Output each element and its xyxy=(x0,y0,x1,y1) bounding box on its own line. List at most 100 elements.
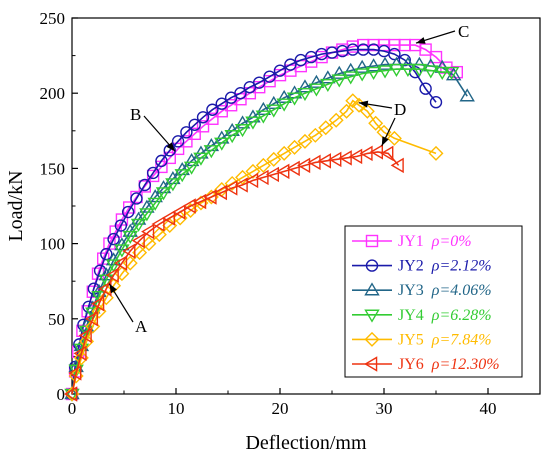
data-point xyxy=(107,232,120,246)
data-point xyxy=(214,137,230,151)
data-point xyxy=(161,210,176,226)
data-point xyxy=(276,89,292,103)
data-point xyxy=(234,124,251,138)
legend-rho: ρ=12.30% xyxy=(431,356,500,373)
legend-entry-jy4: JY4 ρ=6.28% xyxy=(398,307,492,324)
legend-marker xyxy=(364,282,380,296)
annotation-arrowhead xyxy=(109,283,117,294)
legend-rho: ρ=6.28% xyxy=(431,307,492,324)
data-point xyxy=(354,68,370,82)
data-point xyxy=(224,130,240,144)
annotation-arrowhead xyxy=(358,100,369,108)
legend: JY1 ρ=0% JY2 ρ=2.12% JY3 ρ=4.06% JY4 ρ=6… xyxy=(344,225,523,378)
data-point xyxy=(297,87,313,102)
data-point xyxy=(265,166,280,183)
data-point xyxy=(400,63,416,78)
data-point xyxy=(215,97,228,110)
data-point xyxy=(224,180,238,196)
data-point xyxy=(180,135,193,148)
data-point xyxy=(122,243,136,259)
data-point xyxy=(266,104,282,118)
data-point xyxy=(419,43,432,56)
legend-marker xyxy=(364,309,380,323)
legend-markers xyxy=(352,234,392,372)
legend-marker xyxy=(365,234,379,248)
data-point xyxy=(320,78,336,93)
data-point xyxy=(308,74,325,88)
series-layer xyxy=(64,38,475,402)
annotation-label-c: C xyxy=(458,22,469,41)
legend-marker xyxy=(365,259,379,272)
data-point xyxy=(368,115,384,131)
legend-entry-jy6: JY6 ρ=12.30% xyxy=(398,356,500,373)
data-point xyxy=(139,199,155,213)
y-tick-label: 50 xyxy=(48,310,65,329)
data-point xyxy=(377,65,393,79)
data-point xyxy=(459,88,475,102)
data-point xyxy=(284,58,297,71)
data-point xyxy=(78,327,92,344)
data-point xyxy=(147,189,163,203)
data-point xyxy=(234,177,248,193)
data-point xyxy=(196,111,210,124)
data-point xyxy=(146,166,160,180)
data-point xyxy=(365,66,382,81)
data-point xyxy=(307,154,321,171)
legend-rho: ρ=7.84% xyxy=(431,331,492,348)
data-point xyxy=(203,145,220,159)
data-point xyxy=(388,47,401,61)
data-point xyxy=(147,197,163,211)
data-point xyxy=(445,67,462,81)
data-point xyxy=(365,58,382,72)
data-point xyxy=(388,63,405,78)
legend-rho: ρ=2.12% xyxy=(431,258,492,275)
data-point xyxy=(266,151,282,167)
data-point xyxy=(245,172,259,189)
data-point xyxy=(105,267,119,283)
data-point xyxy=(297,133,313,149)
data-point xyxy=(165,178,181,192)
data-point xyxy=(64,386,78,402)
x-tick-label: 0 xyxy=(68,399,77,418)
data-point xyxy=(155,154,168,168)
annotation-label-d: D xyxy=(394,100,406,119)
legend-marker xyxy=(364,356,378,372)
data-point xyxy=(183,152,200,167)
data-point xyxy=(114,219,128,232)
data-point xyxy=(188,118,201,131)
series-jy2 xyxy=(65,43,443,401)
data-point xyxy=(182,198,196,214)
data-point xyxy=(411,63,428,78)
data-point xyxy=(130,218,147,232)
data-point xyxy=(172,204,186,220)
data-point xyxy=(390,157,404,174)
data-point xyxy=(428,145,444,161)
data-point xyxy=(130,192,143,205)
data-point xyxy=(423,65,439,79)
legend-name: JY3 xyxy=(398,282,424,299)
annotation-arrowhead xyxy=(381,136,389,146)
data-point xyxy=(354,59,370,73)
data-point xyxy=(308,83,325,97)
data-point xyxy=(196,120,210,133)
data-point xyxy=(342,71,359,85)
data-point xyxy=(331,65,348,79)
data-point xyxy=(320,70,336,84)
data-point xyxy=(146,169,160,183)
data-point xyxy=(429,96,443,109)
annotation-arrowhead xyxy=(416,37,426,44)
y-tick-label: 250 xyxy=(40,9,66,28)
legend-entry-jy5: JY5 ρ=7.84% xyxy=(398,331,492,348)
x-tick-label: 40 xyxy=(480,399,497,418)
data-point xyxy=(386,130,402,146)
data-point xyxy=(287,139,303,155)
data-point xyxy=(276,145,292,161)
data-point xyxy=(245,116,261,130)
data-point xyxy=(307,127,323,143)
legend-marker xyxy=(364,331,380,347)
data-point xyxy=(369,144,384,160)
data-point xyxy=(263,70,276,83)
data-point xyxy=(131,232,145,249)
y-tick-label: 150 xyxy=(40,159,66,178)
